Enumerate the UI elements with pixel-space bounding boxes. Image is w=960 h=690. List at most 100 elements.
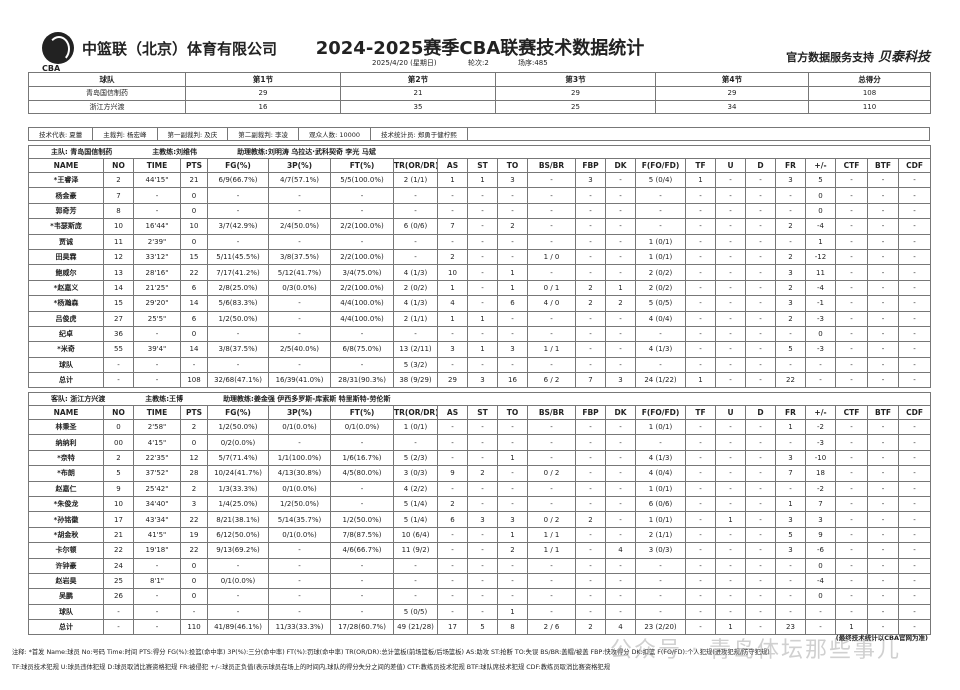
stat-cell: - (745, 511, 776, 528)
player-name: *胡金秋 (28, 526, 104, 544)
stat-cell: - (268, 434, 331, 451)
stat-cell: - (835, 310, 868, 327)
quarter-score: 110 (808, 99, 931, 114)
stat-cell: - (330, 325, 394, 343)
quarter-header: 第2节 (340, 72, 496, 87)
stat-cell: 0 (180, 434, 208, 451)
stat-cell: 0 (180, 187, 208, 204)
stat-cell: 5/12(41.7%) (268, 264, 331, 281)
stat-cell: 18 (805, 465, 836, 482)
player-row: 吴鹏 26-0- - - - - - - - - - - - - - -0- - - (28, 588, 932, 605)
stat-cell: 1 (605, 279, 636, 297)
stat-cell: 4/4(100.0%) (330, 310, 394, 327)
column-header: D (745, 405, 776, 420)
player-row: 赵岩昊 25 8'1" 0 0/1(0.0%) - - - - - - - - - - - - - - -4- - - (28, 572, 932, 590)
stat-cell: 6 (497, 295, 528, 312)
stat-cell: 39'4" (133, 341, 181, 358)
stat-cell: - (745, 356, 776, 374)
stat-cell: - (330, 495, 394, 513)
player-row: *韦瑟斯庞 10 16'44" 10 3/7(42.9%) 2/4(50.0%) 2/2(1… (28, 218, 932, 235)
stat-cell: 19 (180, 526, 208, 544)
quarter-score-table: 球队 第1节 第2节 第3节 第4节 总得分 青岛国信制药 29 21 29 29 108 浙江方兴渡 1… (28, 72, 931, 114)
stat-cell: 0 (805, 325, 836, 343)
stat-cell: 0/1(0.0%) (207, 572, 269, 590)
stat-cell: 11 (103, 233, 134, 250)
stat-cell: - (575, 418, 606, 436)
stat-cell: - (330, 480, 394, 497)
stat-cell: - (685, 341, 716, 358)
stat-cell: - (497, 310, 528, 327)
stat-cell: - (497, 480, 528, 497)
stat-cell: 5/11(45.5%) (207, 248, 269, 266)
stat-cell: - (437, 542, 468, 559)
stat-cell: - (268, 588, 331, 605)
head-coach: 主教练:王博 (145, 395, 184, 403)
stat-cell: 25'5" (133, 310, 181, 327)
stat-cell: -3 (805, 434, 836, 451)
stat-cell: - (133, 325, 181, 343)
stat-cell: - (133, 202, 181, 220)
stat-cell: - (685, 465, 716, 482)
stat-cell: 5 (775, 526, 806, 544)
stat-cell: 5 (2/3) (393, 449, 438, 467)
stat-cell: - (268, 572, 331, 590)
player-name: 球队 (28, 356, 104, 374)
player-name: 赵嘉仁 (28, 480, 104, 497)
stat-cell: - (437, 434, 468, 451)
stat-cell: - (685, 588, 716, 605)
stat-cell: 10 (6/4) (393, 526, 438, 544)
stat-cell: 4 (0/4) (635, 465, 686, 482)
player-name: 卡尔顿 (28, 542, 104, 559)
player-name: 纳纳利 (28, 434, 104, 451)
stat-cell: 0 (103, 418, 134, 436)
stat-cell: - (635, 325, 686, 343)
stat-cell: - (715, 187, 746, 204)
stat-cell: - (685, 434, 716, 451)
stat-cell: 0 / 1 (527, 279, 576, 297)
quarter-row: 青岛国信制药 29 21 29 29 108 (28, 86, 931, 101)
column-header: BTF (867, 158, 899, 173)
stat-cell: - (867, 341, 899, 358)
stat-cell: 3 (605, 372, 636, 389)
stat-cell: - (268, 557, 331, 574)
stat-cell: - (715, 341, 746, 358)
stat-cell: - (867, 572, 899, 590)
stat-cell: 1 (0/1) (635, 511, 686, 528)
stat-cell: 0 (180, 572, 208, 590)
team-info: 主队: 青岛国信制药 主教练:刘维伟 助理教练:刘明涛 乌拉达·武科契奇 李光 马斌 (27, 145, 932, 159)
player-name: 许钟豪 (28, 557, 104, 574)
stat-cell: - (685, 295, 716, 312)
stat-cell: - (467, 542, 498, 559)
stat-cell: 4 / 0 (527, 295, 576, 312)
column-header: TO (497, 158, 528, 173)
stat-cell: 9 (805, 526, 836, 544)
stat-cell: 1 (497, 603, 528, 621)
stat-cell: 2 (0/2) (393, 279, 438, 297)
stat-cell: - (133, 187, 181, 204)
stat-cell: - (715, 202, 746, 220)
stat-cell: - (393, 325, 438, 343)
stat-cell: 5 (0/4) (635, 171, 686, 189)
stat-cell: - (605, 588, 636, 605)
stat-cell: - (605, 526, 636, 544)
stat-cell: 1/3(33.3%) (207, 480, 269, 497)
stat-cell: - (575, 202, 606, 220)
stat-cell: - (835, 495, 868, 513)
stat-cell: - (467, 218, 498, 235)
stat-cell: 0 (805, 557, 836, 574)
stat-cell: 1 / 1 (527, 542, 576, 559)
stat-cell: - (835, 434, 868, 451)
stat-cell: - (527, 171, 576, 189)
stat-cell: - (775, 325, 806, 343)
stat-cell: 2 (575, 279, 606, 297)
stat-cell: - (393, 233, 438, 250)
stat-cell: 3 (775, 449, 806, 467)
stat-cell: - (715, 356, 746, 374)
stat-cell: 6/8(75.0%) (330, 341, 394, 358)
stat-cell: - (685, 557, 716, 574)
stat-cell: - (745, 233, 776, 250)
stat-cell: - (897, 449, 932, 467)
stat-cell: - (745, 325, 776, 343)
stat-cell: 1 (805, 233, 836, 250)
stat-cell: 0/2(0.0%) (207, 434, 269, 451)
